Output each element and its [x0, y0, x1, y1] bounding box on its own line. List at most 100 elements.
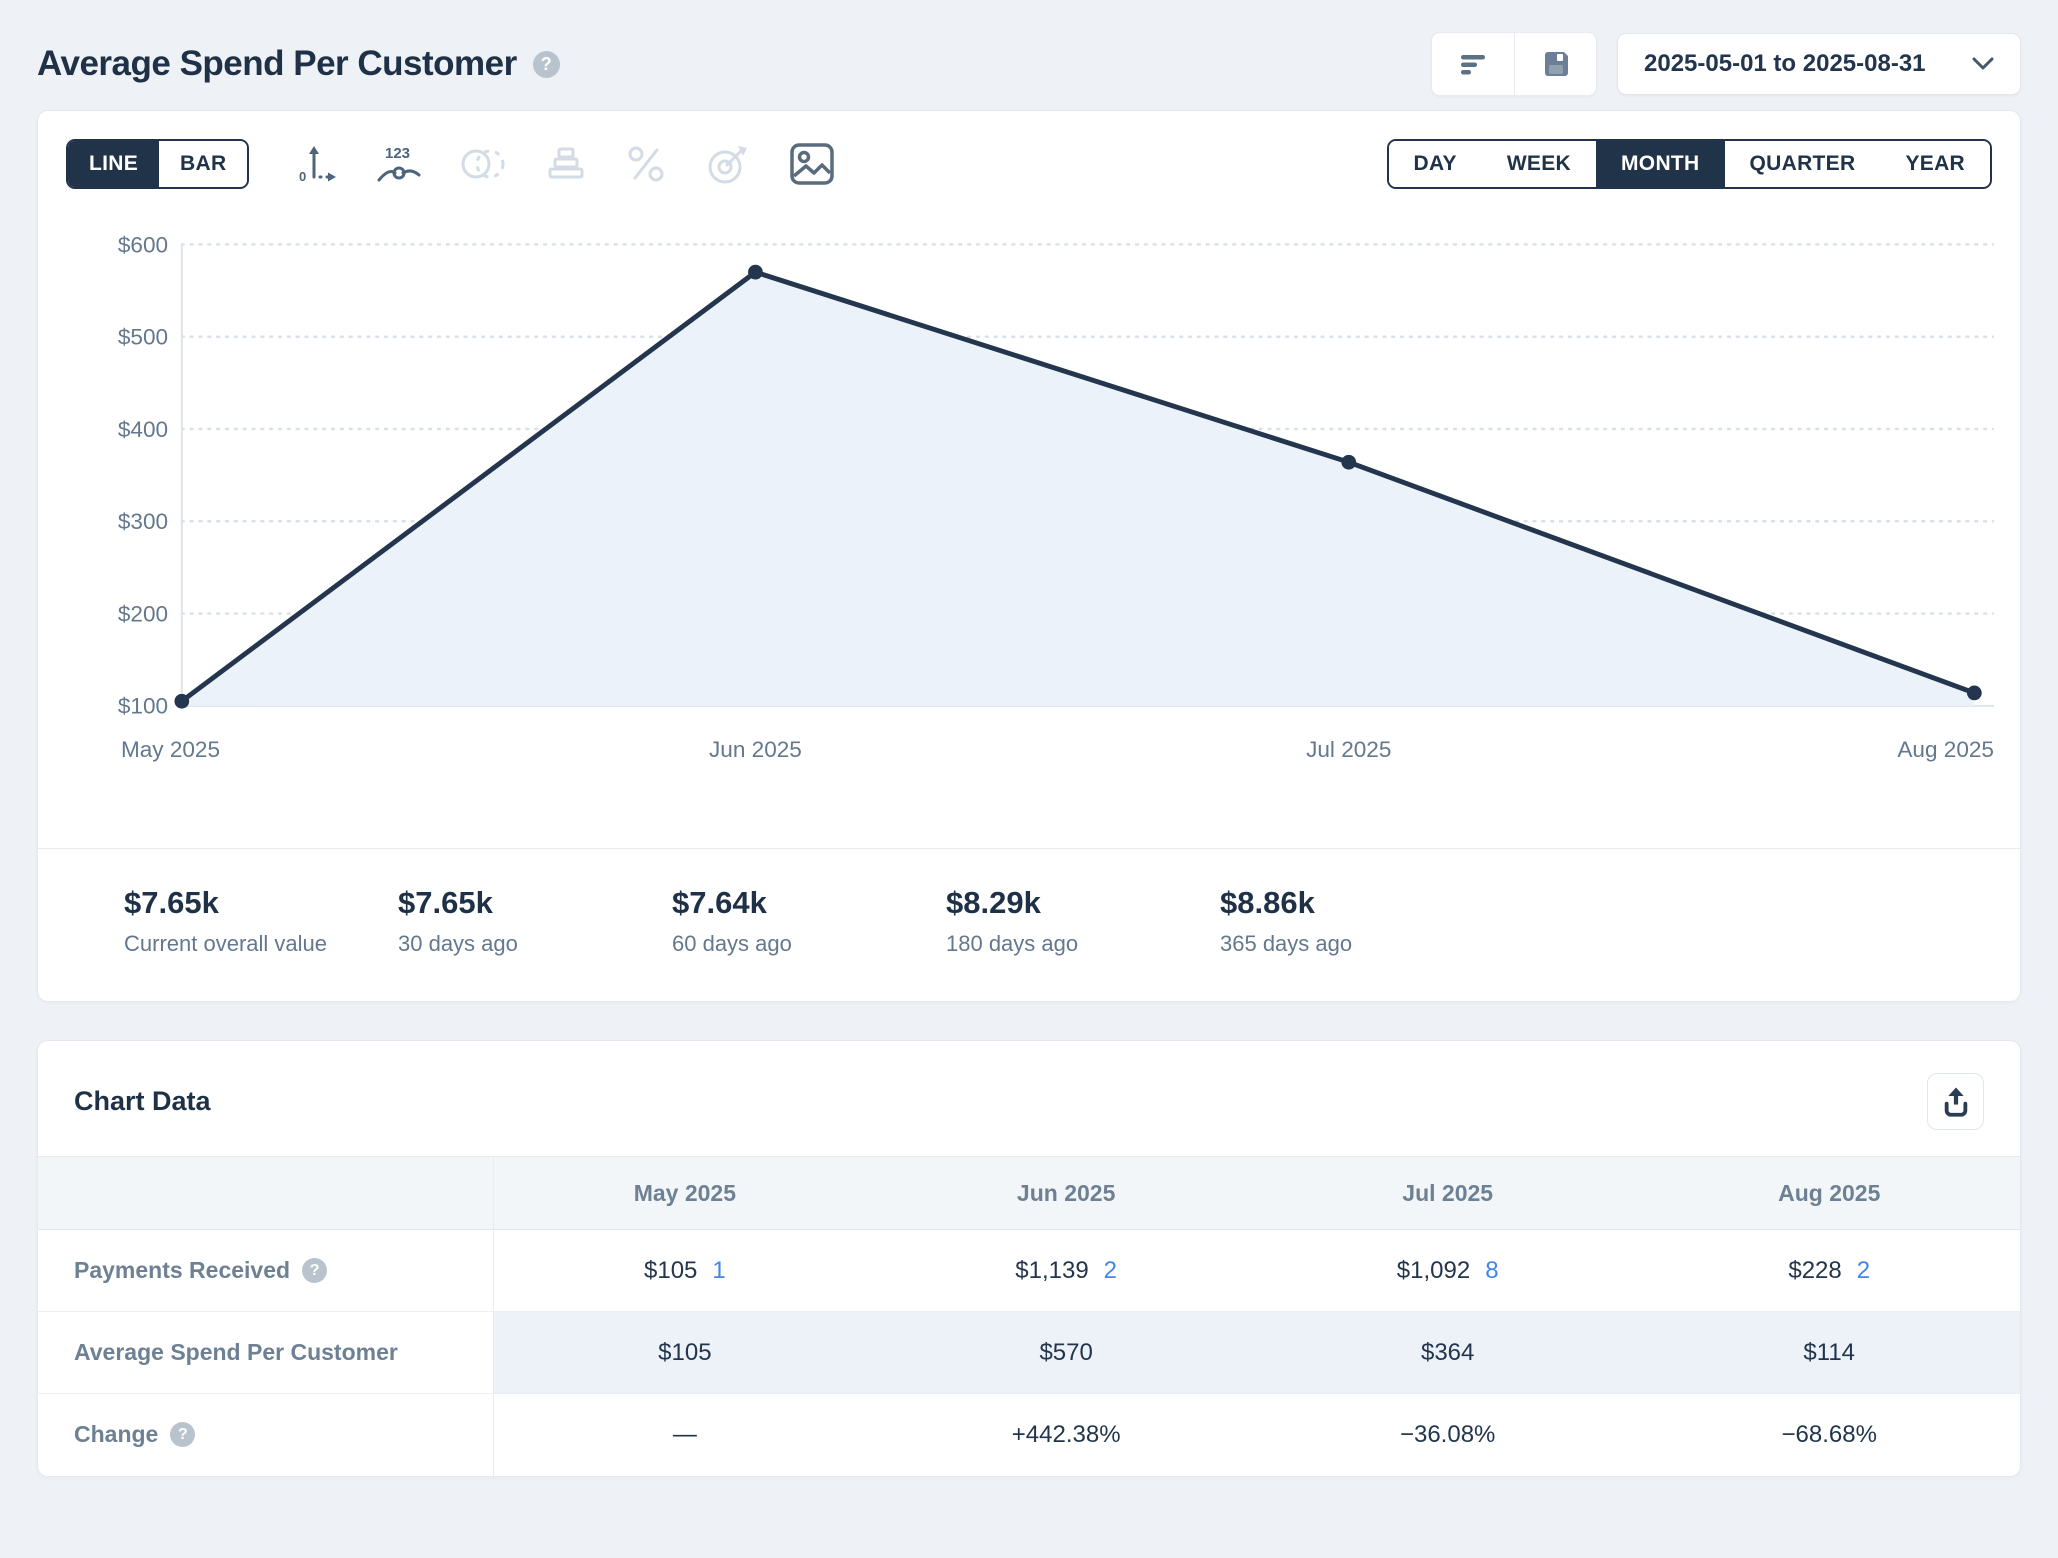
chart-data-table: May 2025 Jun 2025 Jul 2025 Aug 2025 Paym… — [38, 1156, 2020, 1476]
filter-icon — [1461, 55, 1485, 75]
column-header: May 2025 — [493, 1156, 876, 1230]
stat-label: 30 days ago — [398, 931, 518, 956]
chart-type-toggle: LINE BAR — [66, 139, 250, 189]
compare-periods-icon — [461, 149, 505, 179]
payments-count-link[interactable]: 8 — [1485, 1256, 1499, 1284]
chart-point-3[interactable] — [1966, 685, 1982, 701]
chart-data-title: Chart Data — [74, 1086, 211, 1116]
stat-current: $7.65k Current overall value — [124, 885, 398, 957]
chart-data-card: Chart Data May 2025 Jun 2025 Jul 2025 Au… — [37, 1040, 2021, 1477]
export-image-icon — [790, 143, 835, 185]
save-view-button[interactable] — [1514, 33, 1596, 95]
chart-type-bar-button[interactable]: BAR — [159, 141, 248, 187]
change-help-icon[interactable]: ? — [170, 1422, 196, 1448]
cell-amount: $105 — [644, 1256, 698, 1284]
column-header: Aug 2025 — [1638, 1156, 2020, 1230]
payments-count-link[interactable]: 2 — [1856, 1256, 1871, 1284]
payments-count-link[interactable]: 1 — [712, 1256, 726, 1284]
percentage-button[interactable] — [625, 144, 667, 184]
stat-180-days: $8.29k 180 days ago — [946, 885, 1220, 957]
column-header: Jul 2025 — [1256, 1156, 1639, 1230]
stat-value: $7.65k — [398, 885, 493, 920]
payments-help-icon[interactable]: ? — [302, 1258, 328, 1283]
row-label: Average Spend Per Customer — [74, 1339, 398, 1365]
header-icon-group — [1431, 32, 1597, 96]
stat-value: $8.29k — [946, 885, 1041, 920]
export-data-button[interactable] — [1927, 1073, 1984, 1130]
cell-amount: $1,092 — [1396, 1256, 1471, 1284]
filter-button[interactable] — [1432, 33, 1514, 95]
stat-label: Current overall value — [124, 931, 327, 956]
chart-type-line-button[interactable]: LINE — [68, 141, 160, 187]
cell-amount: $105 — [493, 1311, 876, 1394]
x-axis-tick: Jul 2025 — [1306, 737, 1391, 762]
x-axis-tick: May 2025 — [121, 737, 220, 762]
y-axis-tick: $300 — [118, 509, 168, 534]
goal-button[interactable] — [705, 143, 751, 185]
stat-label: 60 days ago — [672, 931, 792, 956]
stat-value: $8.86k — [1220, 885, 1315, 920]
granularity-day-button[interactable]: DAY — [1388, 141, 1482, 187]
y-axis-tick: $200 — [118, 601, 168, 626]
stat-30-days: $7.65k 30 days ago — [398, 885, 672, 957]
stat-value: $7.64k — [672, 885, 767, 920]
date-range-value: 2025-05-01 to 2025-08-31 — [1644, 50, 1926, 77]
chart-area — [181, 272, 1975, 706]
granularity-month-button[interactable]: MONTH — [1596, 141, 1725, 187]
value-labels-icon: 123 — [377, 145, 421, 182]
y-axis-tick: $100 — [118, 694, 168, 719]
summary-stats: $7.65k Current overall value $7.65k 30 d… — [38, 848, 2020, 1001]
cell-amount: $1,139 — [1015, 1256, 1089, 1284]
chart-point-1[interactable] — [748, 264, 763, 280]
cell-amount: $570 — [875, 1311, 1257, 1394]
page-title: Average Spend Per Customer — [37, 44, 517, 83]
cell-change: −68.68% — [1781, 1420, 1877, 1448]
stacking-button[interactable] — [545, 144, 587, 184]
chart-point-0[interactable] — [174, 693, 190, 709]
svg-text:0: 0 — [299, 169, 306, 184]
cell-change: — — [672, 1420, 697, 1448]
table-row-payments-received: Payments Received ? $105 1 $1,139 2 $1,092… — [38, 1229, 2020, 1312]
cell-amount: $364 — [1256, 1311, 1639, 1394]
table-row-change: Change ? — +442.38% −36.08% −68.68% — [38, 1393, 2020, 1476]
y-axis-tick: $500 — [118, 325, 168, 350]
stat-label: 180 days ago — [946, 931, 1079, 956]
y-axis-tick: $600 — [118, 232, 168, 257]
line-chart: $100 $200 $300 $400 $500 $600 May 2025 Jun 2025… — [118, 232, 1994, 762]
chart-card: LINE BAR 0 123 — [37, 110, 2021, 1002]
percentage-icon — [628, 146, 664, 182]
granularity-year-button[interactable]: YEAR — [1880, 141, 1990, 187]
cell-change: −36.08% — [1399, 1420, 1496, 1448]
title-help-icon[interactable]: ? — [532, 50, 560, 78]
stat-365-days: $8.86k 365 days ago — [1220, 885, 1494, 957]
y-axis-tick: $400 — [118, 417, 168, 442]
chart-tools: 0 123 — [297, 142, 835, 186]
row-label: Payments Received — [74, 1257, 291, 1283]
compare-periods-button[interactable] — [459, 144, 507, 184]
cell-change: +442.38% — [1011, 1420, 1121, 1448]
cell-amount: $114 — [1638, 1311, 2020, 1394]
export-image-button[interactable] — [789, 142, 835, 186]
stat-value: $7.65k — [124, 885, 219, 920]
date-range-select[interactable]: 2025-05-01 to 2025-08-31 — [1617, 33, 2021, 95]
axis-range-button[interactable]: 0 — [297, 144, 339, 184]
payments-count-link[interactable]: 2 — [1103, 1256, 1118, 1284]
page-header: Average Spend Per Customer ? — [37, 26, 2021, 102]
granularity-week-button[interactable]: WEEK — [1481, 141, 1597, 187]
stat-label: 365 days ago — [1220, 931, 1353, 956]
svg-text:123: 123 — [385, 145, 410, 162]
goal-icon — [708, 146, 748, 184]
cell-amount: $228 — [1788, 1256, 1842, 1284]
granularity-toggle: DAY WEEK MONTH QUARTER YEAR — [1386, 139, 1992, 189]
granularity-quarter-button[interactable]: QUARTER — [1724, 141, 1881, 187]
value-labels-button[interactable]: 123 — [377, 144, 421, 184]
chart-canvas[interactable]: $100 $200 $300 $400 $500 $600 May 2025 Jun 2025… — [38, 209, 2020, 804]
chevron-down-icon — [1972, 57, 1994, 70]
column-header: Jun 2025 — [875, 1156, 1257, 1230]
x-axis-tick: Jun 2025 — [709, 737, 802, 762]
axis-range-icon: 0 — [299, 146, 337, 184]
chart-point-2[interactable] — [1341, 454, 1357, 470]
chart-line — [179, 269, 1977, 704]
save-icon — [1544, 52, 1568, 76]
